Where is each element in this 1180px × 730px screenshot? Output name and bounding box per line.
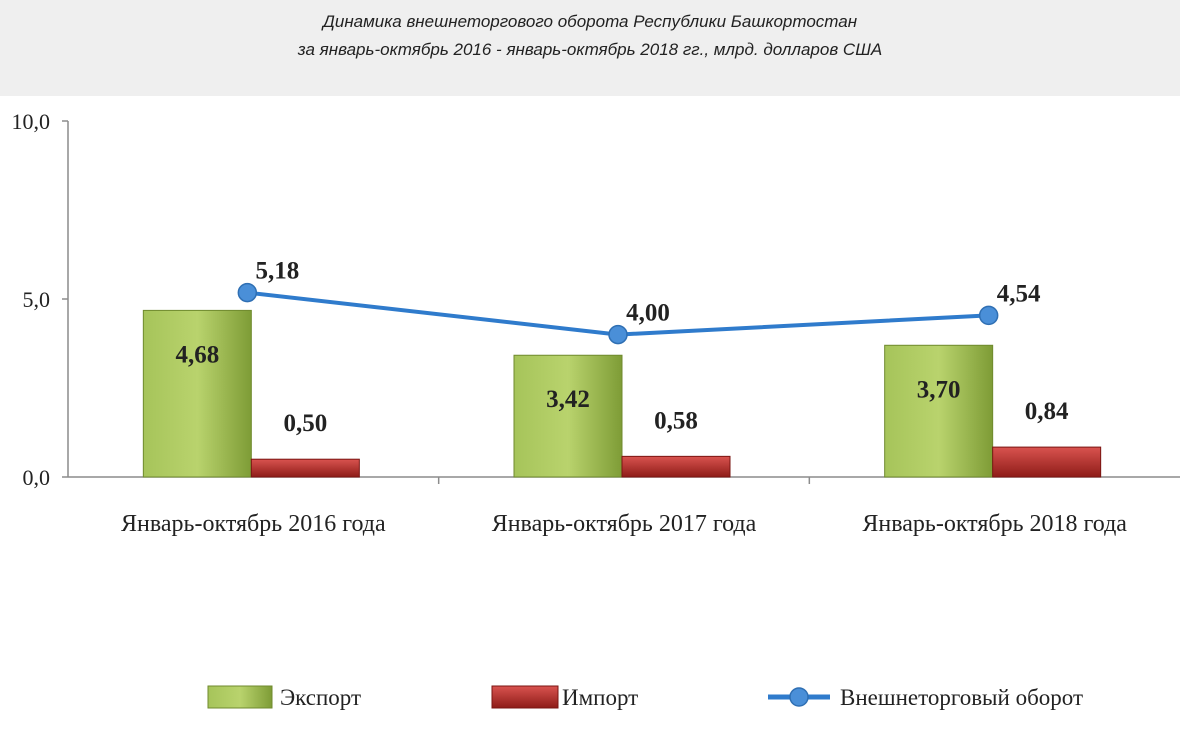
import-value-label: 0,50 — [283, 410, 327, 437]
y-tick-label: 5,0 — [23, 287, 51, 312]
legend-turnover-marker — [789, 687, 809, 707]
y-tick-label: 0,0 — [23, 465, 51, 490]
export-bar — [142, 309, 252, 478]
axes: 0,0 5,0 10,0 Январь-октябрь 2016 года Январь… — [12, 109, 1180, 537]
chart-title: Динамика внешнеторгового оборота Республ… — [322, 12, 858, 31]
import-bar — [992, 446, 1102, 478]
line-series — [237, 282, 999, 345]
export-bar — [513, 354, 623, 478]
turnover-point — [608, 324, 628, 345]
x-category-label: Январь-октябрь 2017 года — [492, 511, 757, 537]
legend-export-label: Экспорт — [280, 685, 361, 710]
legend-import-swatch — [491, 685, 559, 709]
x-category-label: Январь-октябрь 2016 года — [121, 511, 386, 537]
x-category-label: Январь-октябрь 2018 года — [862, 511, 1127, 537]
labels: 4,68 0,50 3,42 0,58 3,70 0,84 5,18 4,00 4,54 — [175, 258, 1069, 438]
legend-export-swatch — [207, 685, 273, 709]
import-value-label: 0,58 — [654, 407, 698, 434]
legend-import-label: Импорт — [562, 685, 638, 710]
turnover-value-label: 4,00 — [626, 300, 670, 327]
y-tick-label: 10,0 — [12, 109, 51, 134]
turnover-value-label: 5,18 — [255, 258, 299, 285]
export-bar — [884, 344, 994, 478]
import-bar — [621, 455, 731, 478]
legend-turnover-label: Внешнеторговый оборот — [840, 685, 1083, 710]
turnover-point — [237, 282, 258, 303]
export-value-label: 3,70 — [917, 376, 961, 403]
import-value-label: 0,84 — [1025, 398, 1069, 425]
export-value-label: 3,42 — [546, 386, 590, 413]
legend: Экспорт Импорт Внешнеторговый оборот — [207, 685, 1083, 710]
import-bar — [250, 458, 360, 478]
export-value-label: 4,68 — [175, 341, 219, 368]
turnover-value-label: 4,54 — [997, 280, 1041, 307]
bars — [142, 309, 1102, 478]
turnover-point — [978, 305, 999, 326]
chart-subtitle: за январь-октябрь 2016 - январь-октябрь … — [297, 40, 883, 59]
chart-header: Динамика внешнеторгового оборота Республ… — [0, 0, 1180, 96]
